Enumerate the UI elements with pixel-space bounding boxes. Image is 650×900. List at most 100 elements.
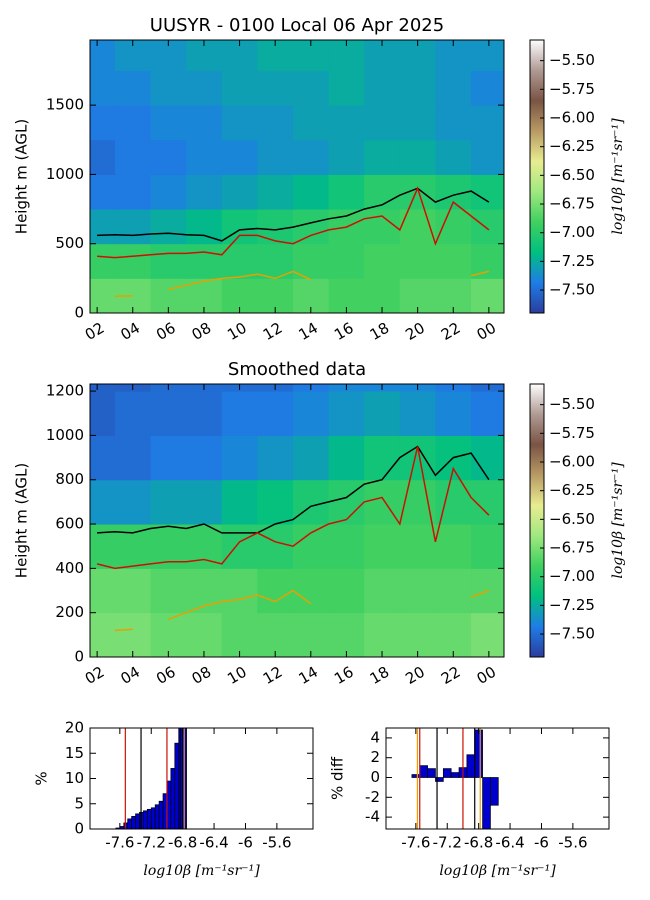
bar [154,804,160,829]
bar [466,754,476,778]
heatmap-cell [292,435,330,481]
heatmap-cell [150,70,187,106]
y-tick-label: 500 [55,234,84,252]
heatmap-cell [328,391,365,436]
heatmap-cell [292,568,330,614]
heatmap-cell [328,435,365,481]
bar [482,777,491,829]
heatmap-cell [292,70,330,106]
heatmap-cell [471,174,504,210]
heatmap-cell [364,139,401,175]
colorbar-tick-label: −6.00 [549,453,595,471]
heatmap-cell [257,391,294,436]
heatmap-cell [399,70,436,106]
heatmap-cell [90,70,116,106]
heatmap-cell [399,479,436,525]
heatmap-cell [114,524,152,569]
heatmap-cell [364,612,401,657]
x-tick-label: -7.6 [105,834,134,852]
heatmap-cell [364,391,401,436]
heatmap-cell [186,243,223,279]
heatmap-cell [114,479,152,525]
heatmap-cell [114,568,152,614]
colorbar-tick-label: −7.50 [549,625,595,643]
heatmap-cell [221,139,258,175]
heatmap-cell [90,40,116,71]
heatmap-cell [399,524,436,569]
heatmap-cell [114,105,152,141]
heatmap-cell [435,139,472,175]
colorbar-tick-label: −6.25 [549,481,595,499]
heatmap-cell [292,105,330,141]
heatmap-cell [257,209,294,245]
heatmap-cell [90,105,116,141]
chart-title: Smoothed data [228,359,366,380]
colorbar-tick-label: −6.50 [549,166,595,184]
heatmap-cell [90,435,116,481]
heatmap-cell [435,612,472,657]
heatmap-cell [221,479,258,525]
colorbar-tick-label: −7.50 [549,281,595,299]
bar [135,813,140,829]
heatmap-cell [471,243,504,279]
bar [435,777,444,782]
heatmap-cell [364,105,401,141]
heatmap-cell [364,568,401,614]
colorbar-tick-label: −6.00 [549,109,595,127]
x-tick-label: 02 [82,319,108,344]
colorbar-tick-label: −5.75 [549,424,595,442]
series-line [114,270,490,298]
x-tick-label: 20 [402,663,428,688]
y-tick-label: 5 [74,794,84,812]
y-axis-label: Height m (AGL) [13,119,31,234]
series-line [96,446,490,570]
heatmap-cell [471,209,504,245]
x-tick-label: 22 [438,319,464,344]
x-tick-label: -6 [238,834,253,852]
heatmap-cell [328,524,365,569]
heatmap-cell [364,209,401,245]
heatmap-cell [150,391,187,436]
heatmap-cell [150,174,187,210]
heatmap-cell [328,70,365,106]
y-tick-label: 800 [55,470,84,488]
y-tick-label: 600 [55,515,84,533]
x-tick-label: 00 [474,319,500,344]
heatmap-cell [114,70,152,106]
heatmap-cell [435,209,472,245]
x-tick-label: 22 [438,663,464,688]
bar [170,768,176,829]
heatmap-cell [292,612,330,657]
colorbar-label: log10β [m⁻¹sr⁻¹] [610,462,626,579]
heatmap-cell [328,479,365,525]
heatmap-cell [328,139,365,175]
heatmap-cell [435,70,472,106]
x-tick-label: -5.6 [558,834,587,852]
plot-area [115,728,187,829]
heatmap-cell [364,524,401,569]
heatmap-cell [114,139,152,175]
heatmap-cell [114,243,152,279]
heatmap-cell [328,105,365,141]
heatmap-cell [399,391,436,436]
plot-area [411,728,499,829]
x-tick-label: 14 [296,663,322,688]
x-tick-label: 10 [224,319,250,344]
x-tick-label: 18 [367,319,393,344]
bar [150,807,156,829]
heatmap-cell [257,568,294,614]
heatmap-cell [221,524,258,569]
x-tick-label: 20 [402,319,428,344]
heatmap-cell [90,384,116,392]
heatmap-cell [221,612,258,657]
axes-frame [385,727,610,830]
y-tick-label: 1200 [46,382,84,400]
bar [127,818,132,829]
heatmap-cell [435,391,472,436]
y-tick-label: 400 [55,559,84,577]
heatmap-cell [364,174,401,210]
heatmap-cell [114,209,152,245]
heatmap-cell [292,524,330,569]
heatmap-cell [90,174,116,210]
